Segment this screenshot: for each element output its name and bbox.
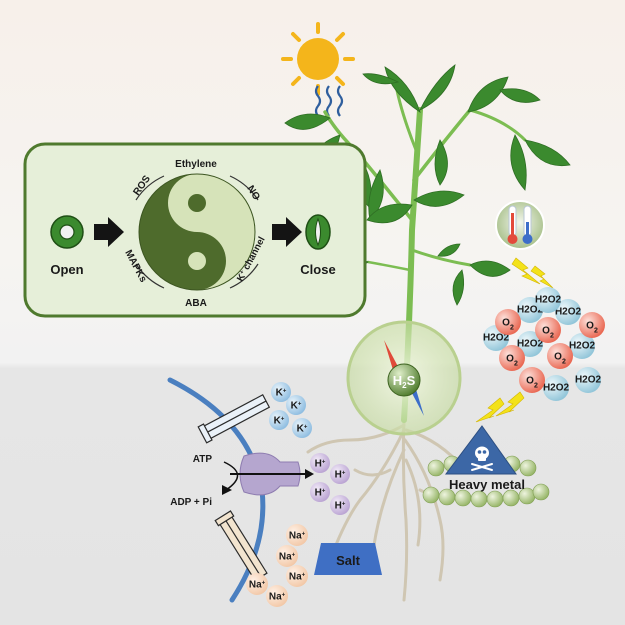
h-ion [330,464,350,484]
h-ion [310,482,330,502]
arrow-right-icon [94,217,124,247]
h2o2-molecule [569,333,595,359]
na-channel-icon [214,510,268,582]
na-ion [246,573,268,595]
o2-molecule [519,367,545,393]
o2-molecule [495,309,521,335]
h2o2-label: H2O2 [517,339,544,350]
ion-label: H+ [335,501,346,512]
h2o2-label: H2O2 [575,375,602,386]
salt-label: Salt [336,553,361,568]
metal-ball [532,483,550,501]
regulator-aba: ABA [185,298,207,309]
o2-label: O2 [554,352,566,366]
metal-ball [454,489,472,507]
na-ion [266,585,288,607]
o2-molecule [499,345,525,371]
na-ion [286,565,308,587]
heavy-metal-label: Heavy metal [449,477,525,492]
sun-icon [281,22,355,96]
k-channel-icon [197,394,271,444]
k-ion [269,410,289,430]
regulator-ethylene: Ethylene [175,159,217,170]
ion-label: Na+ [289,531,306,542]
salt-box-icon [314,543,382,575]
open-label: Open [50,262,83,277]
h2o2-molecule [555,299,581,325]
heavy-metal-triangle [445,425,517,475]
h2o2-molecule [543,375,569,401]
stoma-open-icon [50,215,84,249]
heat-waves-icon [314,85,344,117]
ion-label: K+ [274,416,285,427]
atp-label: ATP [193,454,213,465]
ion-label: H+ [315,459,326,470]
k-ion [292,418,312,438]
k-ion [271,382,291,402]
o2-label: O2 [526,376,538,390]
h2s-compass [346,320,462,436]
h2o2-label: H2O2 [483,333,510,344]
o2-label: O2 [506,354,518,368]
ion-label: Na+ [269,592,286,603]
yin-yang-icon [138,173,256,291]
ion-label: H+ [315,488,326,499]
ion-group: K+K+K+K+H+H+H+H+Na+Na+Na+Na+Na+ [246,382,350,607]
na-ion [276,545,298,567]
lightning-icon [475,391,525,423]
metal-ball [422,486,440,504]
h2o2-molecule [535,287,561,313]
o2-label: O2 [502,318,514,332]
ion-label: K+ [276,388,287,399]
o2-molecule [579,312,605,338]
ion-label: K+ [291,401,302,412]
o2-label: O2 [542,326,554,340]
h2o2-label: H2O2 [569,341,596,352]
metal-ball [470,490,488,508]
h2o2-molecule [517,331,543,357]
thermometer-icon [495,200,545,250]
h-ion [310,453,330,473]
h2s-label: H2S [393,373,416,390]
metal-ball [502,489,520,507]
o2-molecule [535,317,561,343]
na-ion [286,524,308,546]
metal-ball [519,459,537,477]
regulator-arcs [135,175,259,289]
o2-label: O2 [586,321,598,335]
skull-icon [471,446,493,471]
lightning-icon [511,257,554,289]
arrow-right-icon [272,217,302,247]
atpase-pump-icon [222,452,314,496]
h2o2-molecule [575,367,601,393]
ion-label: H+ [335,470,346,481]
h2o2-label: H2O2 [535,295,562,306]
h2o2-label: H2O2 [543,383,570,394]
metal-ball [486,490,504,508]
h2o2-label: H2O2 [517,305,544,316]
k-ion [286,395,306,415]
ion-label: Na+ [249,580,266,591]
o2-molecule [547,343,573,369]
ion-label: Na+ [289,572,306,583]
metal-ball [427,459,445,477]
ion-label: Na+ [279,552,296,563]
adp-label: ADP + Pi [170,497,212,508]
stoma-closed-icon [305,214,331,250]
ion-label: K+ [297,424,308,435]
h2o2-label: H2O2 [555,307,582,318]
close-label: Close [300,262,335,277]
h-ion [330,495,350,515]
